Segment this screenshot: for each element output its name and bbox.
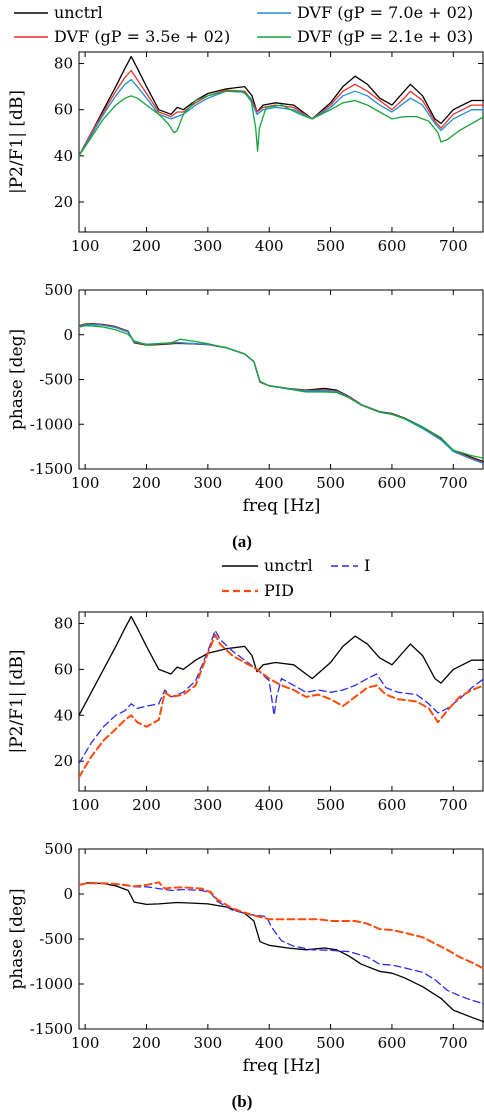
x-tick-label: 100: [71, 237, 100, 255]
legend-a: unctrl DVF (gP = 7.0e + 02) DVF (gP = 3.…: [14, 3, 473, 46]
chart-b-magnitude: 100 200 300 400 500 600 700 20 40 60 80 |P2/F1| [dB…: [7, 611, 484, 814]
y-tick-label: 60: [54, 660, 73, 678]
series-line-dvf3: [79, 325, 484, 459]
legend-a-label-dvf1: DVF (gP = 3.5e + 02): [54, 27, 230, 46]
x-tick-label: 700: [439, 796, 468, 814]
series-line-I: [79, 882, 484, 1005]
axes-frame: [78, 51, 484, 233]
series-line-unctrl: [79, 55, 484, 157]
x-tick-label: 600: [378, 474, 407, 492]
x-tick-label: 400: [255, 474, 284, 492]
series-line-unctrl: [79, 322, 484, 463]
x-tick-label: 200: [132, 237, 161, 255]
series-line-dvf1: [79, 323, 484, 464]
y-tick-label: 20: [54, 752, 73, 770]
series-line-dvf2: [79, 323, 484, 465]
y-tick-label: 80: [54, 614, 73, 632]
chart-a-phase: 100 200 300 400 500 600 700 -1500 -1000 -500 0 500 p…: [7, 281, 484, 516]
y-tick-label: 40: [54, 706, 73, 724]
chart-a-magnitude: 100 200 300 400 500 600 700 20 40 60 80 |P2/F1| [dB…: [7, 51, 484, 255]
y-tick-label: 40: [54, 147, 73, 165]
x-tick-label: 100: [71, 796, 100, 814]
y-tick-label: 0: [63, 885, 73, 903]
y-axis-label: phase [deg]: [7, 888, 27, 989]
x-tick-label: 400: [255, 237, 284, 255]
axes-frame: [78, 848, 484, 1030]
x-tick-label: 600: [378, 1034, 407, 1052]
y-axis-label: |P2/F1| [dB]: [7, 90, 27, 194]
y-tick-label: 80: [54, 55, 73, 73]
y-tick-label: -1500: [30, 460, 73, 478]
y-tick-label: -1000: [30, 415, 73, 433]
legend-b-label-I: I: [364, 556, 370, 575]
x-tick-label: 700: [439, 474, 468, 492]
legend-a-label-dvf3: DVF (gP = 2.1e + 03): [297, 27, 473, 46]
x-tick-label: 200: [132, 474, 161, 492]
legend-b: unctrl I PID: [222, 556, 370, 600]
series-line-unctrl: [79, 615, 484, 716]
x-tick-label: 300: [194, 796, 223, 814]
legend-a-label-dvf2: DVF (gP = 7.0e + 02): [297, 3, 473, 22]
x-tick-label: 700: [439, 237, 468, 255]
y-axis-label: phase [deg]: [7, 329, 27, 430]
legend-a-label-unctrl: unctrl: [54, 3, 103, 22]
axes-frame: [78, 611, 484, 792]
series-line-I: [79, 629, 484, 765]
y-tick-label: 500: [44, 281, 73, 299]
x-tick-label: 300: [194, 237, 223, 255]
y-tick-label: 500: [44, 840, 73, 858]
x-axis-label: freq [Hz]: [243, 496, 321, 516]
y-tick-label: 60: [54, 101, 73, 119]
y-tick-label: 20: [54, 193, 73, 211]
legend-b-label-PID: PID: [264, 581, 294, 600]
x-tick-label: 500: [316, 796, 345, 814]
panel-label-b: (b): [232, 1092, 253, 1111]
panel-label-a: (a): [232, 532, 252, 551]
x-tick-label: 400: [255, 796, 284, 814]
series-line-PID: [79, 633, 484, 779]
y-tick-label: -500: [39, 930, 73, 948]
x-tick-label: 600: [378, 796, 407, 814]
x-tick-label: 100: [71, 474, 100, 492]
x-tick-label: 500: [316, 474, 345, 492]
y-tick-label: -1500: [30, 1020, 73, 1038]
x-tick-label: 500: [316, 1034, 345, 1052]
x-tick-label: 200: [132, 796, 161, 814]
x-tick-label: 100: [71, 1034, 100, 1052]
y-tick-label: -1000: [30, 975, 73, 993]
legend-b-label-unctrl: unctrl: [264, 556, 313, 575]
series-line-unctrl: [79, 882, 484, 1023]
y-tick-label: 0: [63, 326, 73, 344]
x-tick-label: 400: [255, 1034, 284, 1052]
x-tick-label: 300: [194, 1034, 223, 1052]
series-line-dvf1: [79, 69, 484, 157]
x-tick-label: 500: [316, 237, 345, 255]
x-axis-label: freq [Hz]: [243, 1056, 321, 1076]
series-line-dvf3: [79, 90, 484, 157]
x-tick-label: 200: [132, 1034, 161, 1052]
y-axis-label: |P2/F1| [dB]: [7, 649, 27, 753]
series-line-dvf2: [79, 79, 484, 157]
series-line-PID: [79, 881, 484, 970]
x-tick-label: 700: [439, 1034, 468, 1052]
x-tick-label: 300: [194, 474, 223, 492]
x-tick-label: 600: [378, 237, 407, 255]
chart-b-phase: 100 200 300 400 500 600 700 -1500 -1000 -500 0 500 p…: [7, 840, 484, 1076]
y-tick-label: -500: [39, 371, 73, 389]
axes-frame: [78, 289, 484, 470]
